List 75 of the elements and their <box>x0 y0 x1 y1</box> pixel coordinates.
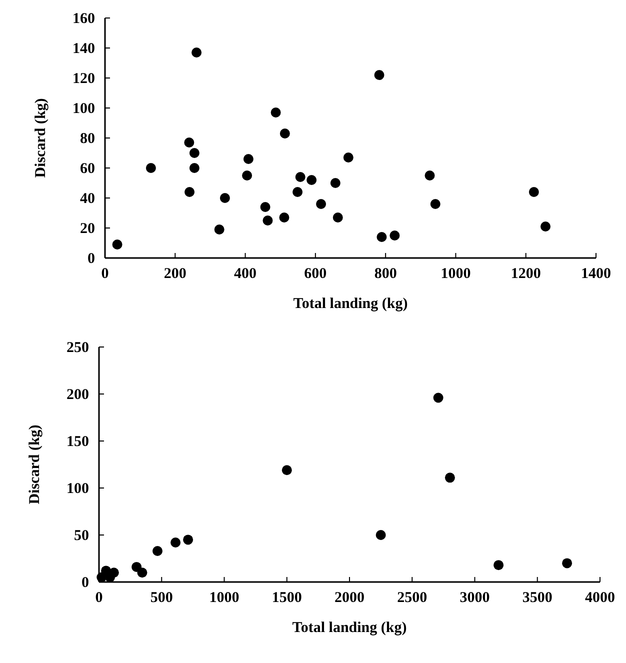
point <box>374 70 384 80</box>
x-tick-label: 400 <box>234 266 257 282</box>
point <box>189 148 200 158</box>
point <box>282 465 292 476</box>
y-tick-label: 40 <box>80 191 95 207</box>
point <box>243 154 254 164</box>
point <box>376 232 387 242</box>
point <box>306 175 317 185</box>
y-tick-label: 80 <box>80 131 95 147</box>
point <box>170 538 181 548</box>
point <box>433 392 444 403</box>
point <box>184 138 194 148</box>
point <box>260 202 270 212</box>
point <box>146 163 156 173</box>
y-tick-label: 0 <box>82 575 89 591</box>
y-tick-label: 0 <box>88 251 95 267</box>
x-tick-label: 0 <box>101 266 109 282</box>
point <box>292 187 303 197</box>
y-axis-title: Discard (kg) <box>33 98 49 178</box>
point <box>242 170 252 180</box>
point <box>528 187 539 197</box>
point <box>376 530 386 540</box>
point <box>270 108 281 118</box>
x-tick-label: 800 <box>374 266 397 282</box>
y-tick-label: 20 <box>80 221 95 237</box>
y-tick-label: 250 <box>66 340 89 356</box>
point <box>214 224 224 234</box>
x-tick-label: 4000 <box>585 590 615 606</box>
x-tick-label: 2500 <box>397 590 428 606</box>
y-tick-label: 120 <box>72 71 95 87</box>
y-tick-label: 200 <box>66 387 89 403</box>
y-tick-label: 150 <box>66 434 89 450</box>
y-tick-label: 50 <box>74 528 89 544</box>
x-tick-label: 1200 <box>510 266 541 282</box>
y-tick-label: 100 <box>72 101 95 117</box>
point <box>295 172 306 182</box>
point <box>332 212 343 222</box>
point <box>189 163 200 173</box>
point <box>562 558 572 568</box>
point <box>430 199 440 209</box>
point <box>262 216 273 226</box>
y-tick-label: 140 <box>72 41 95 57</box>
point <box>152 546 162 556</box>
point <box>390 230 400 240</box>
point <box>540 222 550 232</box>
x-tick-label: 3500 <box>522 590 552 606</box>
x-tick-label: 500 <box>150 590 173 606</box>
point <box>220 193 230 203</box>
y-tick-label: 60 <box>80 161 95 177</box>
point <box>316 199 326 209</box>
y-axis-title: Discard (kg) <box>27 424 43 504</box>
y-tick-label: 100 <box>66 481 89 497</box>
point <box>184 187 195 197</box>
point <box>112 240 122 250</box>
point <box>343 152 354 162</box>
point <box>494 560 504 570</box>
point <box>280 128 290 138</box>
x-tick-label: 1000 <box>440 266 471 282</box>
point <box>183 534 194 545</box>
x-axis-title: Total landing (kg) <box>292 620 407 636</box>
x-tick-label: 3000 <box>460 590 490 606</box>
x-axis-title: Total landing (kg) <box>293 296 408 312</box>
x-tick-label: 600 <box>304 266 327 282</box>
x-tick-label: 1000 <box>209 590 240 606</box>
point <box>330 178 340 188</box>
point <box>444 472 455 483</box>
point <box>279 212 290 222</box>
x-tick-label: 1400 <box>581 266 611 282</box>
point <box>192 48 202 58</box>
y-tick-label: 160 <box>72 11 95 27</box>
x-tick-label: 1500 <box>272 590 302 606</box>
point <box>424 170 435 180</box>
x-tick-label: 2000 <box>334 590 364 606</box>
point <box>137 568 148 578</box>
x-tick-label: 200 <box>164 266 186 282</box>
